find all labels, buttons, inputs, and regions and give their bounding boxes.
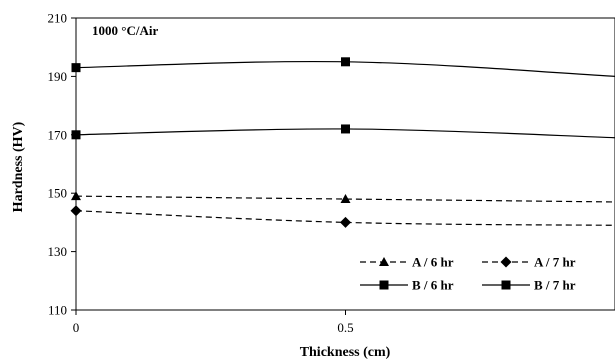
y-tick-label: 110 <box>48 303 67 318</box>
x-tick-label: 0.5 <box>337 320 353 335</box>
legend-label: A / 7 hr <box>534 255 576 270</box>
legend: A / 6 hr A / 7 hr B / 6 hr B / 7 hr <box>360 255 576 293</box>
series-2 <box>71 57 615 77</box>
data-point <box>71 191 81 201</box>
y-tick-label: 190 <box>48 69 68 84</box>
legend-marker <box>379 257 389 266</box>
data-point <box>340 216 351 228</box>
data-point <box>341 124 350 134</box>
series-0 <box>71 191 615 204</box>
legend-label: B / 7 hr <box>534 278 576 293</box>
legend-item: A / 6 hr <box>360 255 454 270</box>
series-line <box>75 195 615 203</box>
legend-item: B / 7 hr <box>482 278 576 293</box>
series-layer <box>70 57 615 228</box>
series-1 <box>70 205 615 228</box>
y-tick-label: 150 <box>48 186 68 201</box>
data-point <box>71 130 81 140</box>
y-tick-label: 130 <box>48 244 68 259</box>
y-axis-title: Hardness (HV) <box>11 121 26 212</box>
y-tick-label: 210 <box>48 11 68 26</box>
series-line <box>75 210 615 226</box>
data-point <box>71 63 81 73</box>
legend-marker <box>501 280 511 290</box>
data-point <box>70 205 82 217</box>
x-axis-ticks: 0 0.5 <box>73 310 354 335</box>
data-point <box>340 194 351 204</box>
legend-item: A / 7 hr <box>482 255 576 270</box>
data-point <box>341 57 350 67</box>
legend-item: B / 6 hr <box>360 278 454 293</box>
series-3 <box>71 124 615 140</box>
y-tick-label: 170 <box>48 127 68 142</box>
legend-label: A / 6 hr <box>412 255 454 270</box>
legend-label: B / 6 hr <box>412 278 454 293</box>
legend-marker <box>500 256 512 268</box>
legend-marker <box>379 280 389 290</box>
x-tick-label: 0 <box>73 320 80 335</box>
x-axis-title: Thickness (cm) <box>300 345 391 360</box>
chart-annotation: 1000 °C/Air <box>92 23 158 38</box>
y-axis-ticks: 110 130 150 170 190 210 <box>48 11 76 318</box>
